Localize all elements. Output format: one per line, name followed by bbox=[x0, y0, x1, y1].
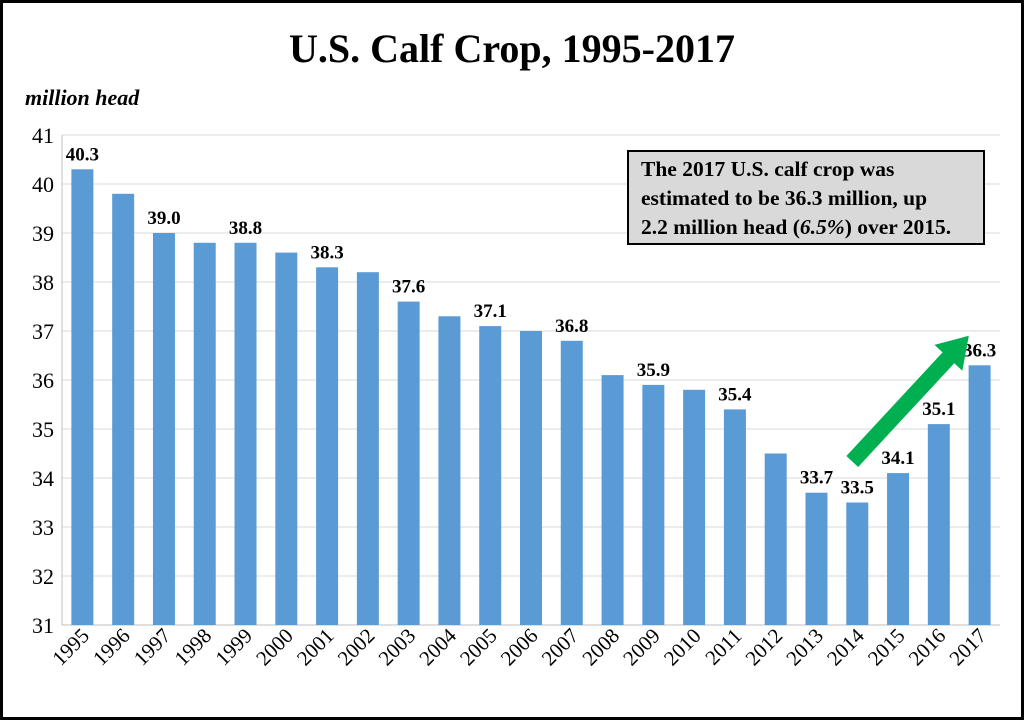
y-tick-label: 35 bbox=[32, 417, 54, 442]
bar-2003 bbox=[397, 301, 420, 625]
bar-2011 bbox=[723, 409, 746, 625]
x-tick-label-1996: 1996 bbox=[88, 624, 135, 671]
bar-2004 bbox=[438, 316, 461, 625]
x-tick-label-1997: 1997 bbox=[129, 624, 176, 671]
x-tick-label-2002: 2002 bbox=[333, 624, 380, 671]
annotation-box: The 2017 U.S. calf crop was estimated to… bbox=[627, 150, 985, 245]
data-label-1999: 38.8 bbox=[229, 218, 262, 239]
y-tick-label: 41 bbox=[32, 123, 54, 148]
y-axis-label: million head bbox=[25, 85, 140, 110]
data-label-2007: 36.8 bbox=[555, 316, 588, 337]
x-tick-label-2008: 2008 bbox=[577, 624, 624, 671]
data-label-1997: 39.0 bbox=[147, 208, 180, 229]
x-tick-label-2005: 2005 bbox=[455, 624, 502, 671]
x-tick-label-2009: 2009 bbox=[618, 624, 665, 671]
bar-2001 bbox=[316, 267, 339, 625]
bar-2005 bbox=[479, 326, 502, 625]
x-tick-label-2007: 2007 bbox=[537, 624, 584, 671]
bar-1996 bbox=[112, 193, 135, 626]
x-tick-label-2013: 2013 bbox=[781, 624, 828, 671]
data-label-1995: 40.3 bbox=[66, 144, 99, 165]
y-tick-label: 33 bbox=[32, 515, 54, 540]
chart-title: U.S. Calf Crop, 1995-2017 bbox=[289, 26, 735, 71]
bar-2000 bbox=[275, 252, 298, 625]
y-tick-label: 38 bbox=[32, 270, 54, 295]
bar-1997 bbox=[152, 233, 175, 625]
bar-2016 bbox=[927, 424, 950, 625]
data-label-2005: 37.1 bbox=[474, 301, 507, 322]
annotation-line: The 2017 U.S. calf crop was bbox=[641, 157, 895, 181]
arrow-shape bbox=[846, 335, 969, 467]
data-label-2017: 36.3 bbox=[963, 340, 996, 361]
data-label-2014: 33.5 bbox=[841, 478, 874, 499]
annotation-line: estimated to be 36.3 million, up bbox=[641, 186, 928, 210]
x-tick-label-1995: 1995 bbox=[47, 624, 94, 671]
data-label-2003: 37.6 bbox=[392, 277, 425, 298]
x-tick-label-2015: 2015 bbox=[863, 624, 910, 671]
bar-2017 bbox=[968, 365, 991, 625]
y-tick-label: 34 bbox=[32, 466, 54, 491]
bar-2010 bbox=[683, 389, 706, 625]
bar-2002 bbox=[356, 272, 379, 625]
x-tick-label-2012: 2012 bbox=[741, 624, 788, 671]
x-tick-label-2016: 2016 bbox=[904, 624, 951, 671]
x-tick-label-2011: 2011 bbox=[700, 624, 746, 670]
y-tick-label: 39 bbox=[32, 221, 54, 246]
data-label-2015: 34.1 bbox=[881, 448, 914, 469]
x-tick-label-2014: 2014 bbox=[822, 623, 869, 670]
x-tick-label-2010: 2010 bbox=[659, 624, 706, 671]
bar-2014 bbox=[846, 502, 869, 625]
y-tick-label: 37 bbox=[32, 319, 54, 344]
data-label-2009: 35.9 bbox=[637, 360, 670, 381]
bar-2015 bbox=[887, 473, 910, 625]
y-tick-label: 31 bbox=[32, 613, 54, 638]
bar-1999 bbox=[234, 242, 257, 626]
bar-1995 bbox=[71, 169, 94, 626]
bar-2012 bbox=[764, 453, 787, 625]
bar-2013 bbox=[805, 492, 828, 625]
x-tick-label-2004: 2004 bbox=[414, 623, 461, 670]
data-label-2001: 38.3 bbox=[310, 242, 343, 263]
x-tick-label-2003: 2003 bbox=[374, 624, 421, 671]
y-tick-label: 40 bbox=[32, 172, 54, 197]
data-label-2011: 35.4 bbox=[718, 384, 752, 405]
bar-2007 bbox=[560, 340, 583, 625]
x-tick-label-2017: 2017 bbox=[944, 624, 991, 671]
x-tick-label-1998: 1998 bbox=[170, 624, 217, 671]
x-tick-label-2000: 2000 bbox=[251, 624, 298, 671]
y-tick-label: 32 bbox=[32, 564, 54, 589]
x-tick-label-2006: 2006 bbox=[496, 624, 543, 671]
bar-2006 bbox=[520, 331, 542, 625]
trend-arrow-icon bbox=[846, 335, 969, 467]
x-tick-label-2001: 2001 bbox=[292, 624, 339, 671]
bar-2009 bbox=[642, 384, 665, 625]
x-tick-label-1999: 1999 bbox=[210, 624, 257, 671]
data-label-2016: 35.1 bbox=[922, 399, 955, 420]
annotation-line: 2.2 million head (6.5%) over 2015. bbox=[641, 215, 952, 239]
data-label-2013: 33.7 bbox=[800, 468, 834, 489]
bar-2008 bbox=[601, 375, 624, 625]
bar-1998 bbox=[193, 242, 216, 626]
y-tick-label: 36 bbox=[32, 368, 54, 393]
